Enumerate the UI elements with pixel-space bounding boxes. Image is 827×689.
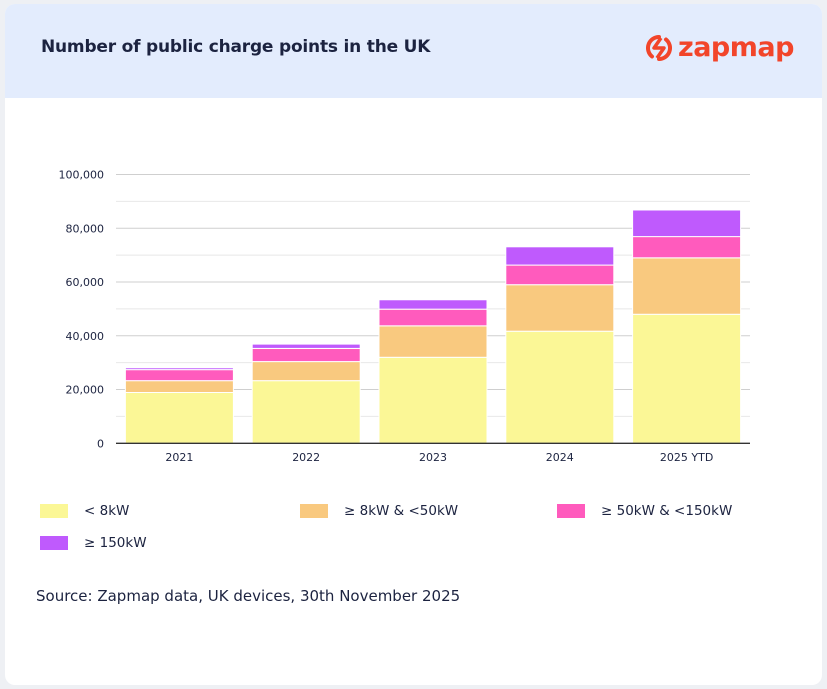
logo-text: zapmap xyxy=(678,32,794,63)
bar-segment xyxy=(124,380,234,393)
legend-swatch xyxy=(40,536,68,550)
bar-segment xyxy=(251,347,361,363)
legend-item: < 8kW xyxy=(40,503,129,519)
legend-item: ≥ 150kW xyxy=(40,535,147,551)
y-tick-label: 0 xyxy=(97,437,104,450)
legend-swatch xyxy=(40,504,68,518)
legend-swatch xyxy=(557,504,585,518)
chart-title: Number of public charge points in the UK xyxy=(41,37,431,57)
bar-segment xyxy=(251,361,361,382)
x-tick-label: 2021 xyxy=(165,451,193,464)
x-tick-label: 2023 xyxy=(419,451,447,464)
bar-segment xyxy=(251,343,361,349)
bar-segment xyxy=(251,380,361,444)
y-tick-label: 80,000 xyxy=(66,222,105,235)
bar-segment xyxy=(378,299,488,310)
bar-segment xyxy=(378,308,488,327)
bar-segment xyxy=(124,369,234,382)
bar-segment xyxy=(378,325,488,358)
bar-segment xyxy=(124,367,234,371)
legend-label: ≥ 50kW & <150kW xyxy=(601,503,733,519)
legend-item: ≥ 50kW & <150kW xyxy=(557,503,732,519)
y-tick-label: 60,000 xyxy=(66,276,105,289)
bar-segment xyxy=(505,284,615,332)
legend-label: ≥ 150kW xyxy=(84,535,147,551)
bar-segment xyxy=(378,356,488,444)
bar-segment xyxy=(632,236,742,259)
legend-swatch xyxy=(300,504,328,518)
card-header: Number of public charge points in the UK… xyxy=(5,4,822,98)
x-tick-label: 2025 YTD xyxy=(660,451,713,464)
bar-segment xyxy=(505,330,615,444)
zapmap-bolt-icon xyxy=(646,34,672,61)
bar-segment xyxy=(124,391,234,444)
y-tick-label: 40,000 xyxy=(66,330,105,343)
y-tick-label: 20,000 xyxy=(66,384,105,397)
legend-label: ≥ 8kW & <50kW xyxy=(344,503,459,519)
bar-segment xyxy=(632,313,742,444)
x-tick-label: 2024 xyxy=(546,451,574,464)
bar-segment xyxy=(632,257,742,315)
legend-label: < 8kW xyxy=(84,503,130,519)
bar-segment xyxy=(505,264,615,286)
source-note: Source: Zapmap data, UK devices, 30th No… xyxy=(36,587,461,605)
bar-segment xyxy=(632,209,742,238)
bar-segment xyxy=(505,246,615,266)
x-tick-label: 2022 xyxy=(292,451,320,464)
legend-item: ≥ 8kW & <50kW xyxy=(300,503,458,519)
y-tick-label: 100,000 xyxy=(59,169,105,182)
zapmap-logo: zapmap xyxy=(646,34,794,61)
